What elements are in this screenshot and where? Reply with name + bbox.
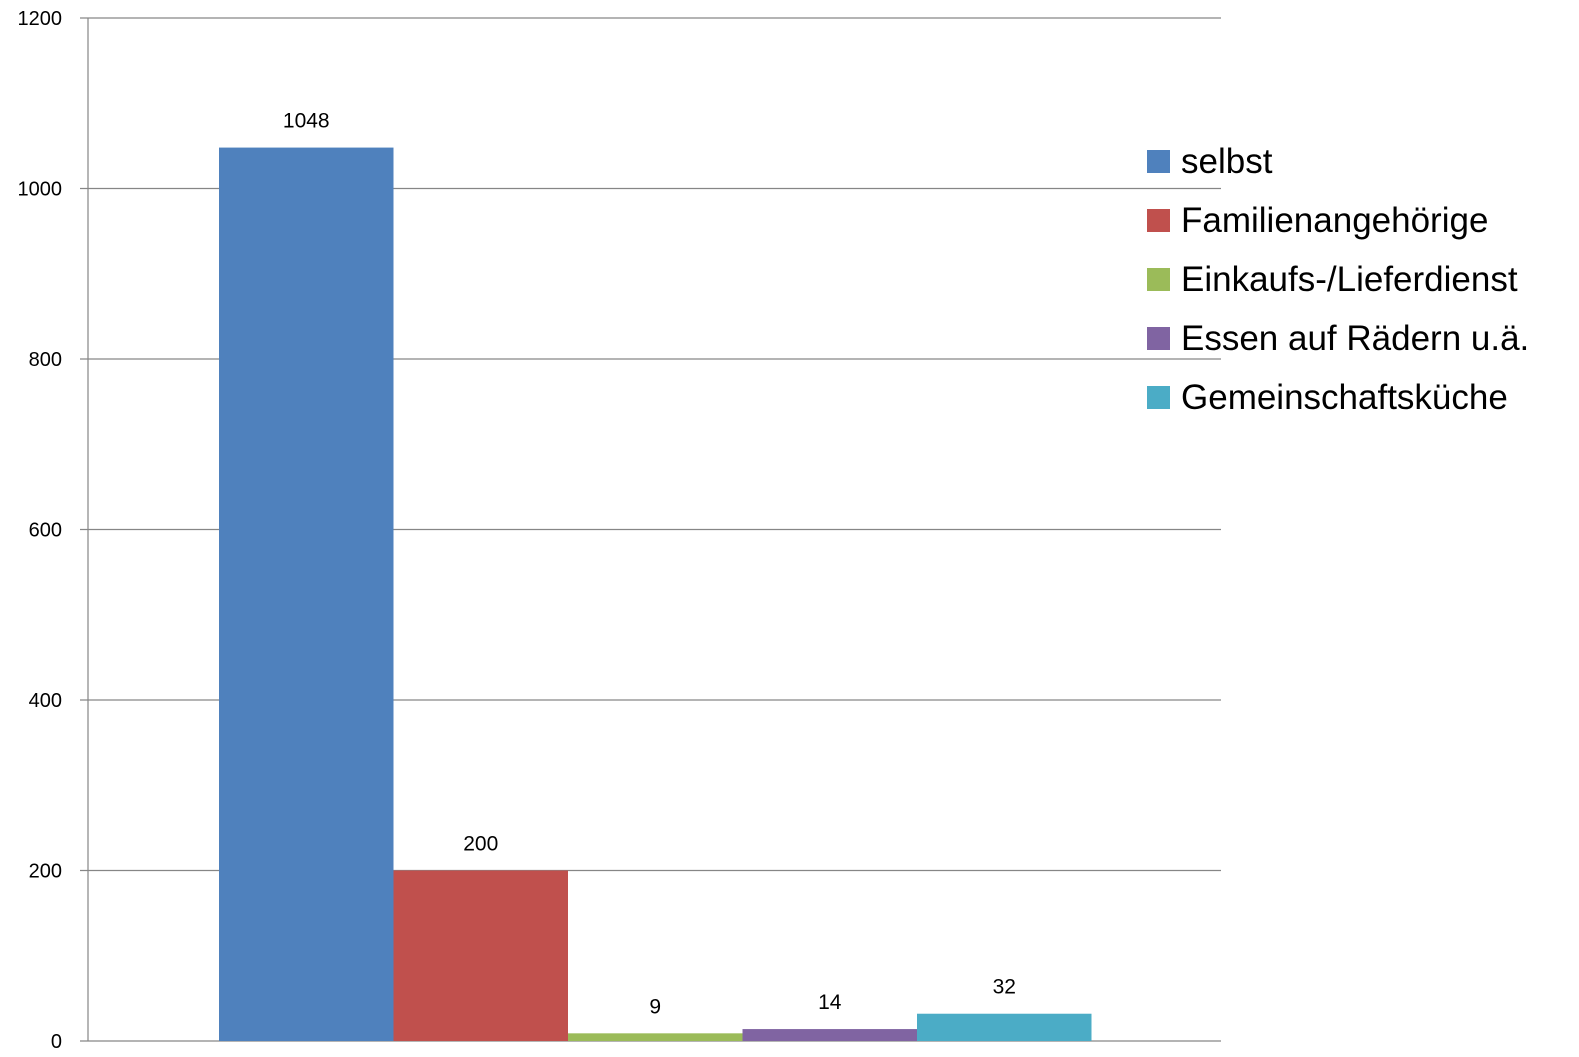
y-tick-label: 400: [29, 690, 62, 712]
legend: selbst Familienangehörige Einkaufs-/Lief…: [1147, 132, 1529, 427]
y-tick-label: 600: [29, 520, 62, 542]
bar-2: [393, 870, 568, 1041]
y-tick-label: 800: [29, 349, 62, 371]
legend-label: Familienangehörige: [1181, 200, 1489, 240]
bar-3: [568, 1033, 743, 1041]
legend-item-familienangehoerige: Familienangehörige: [1147, 191, 1529, 250]
legend-swatch: [1147, 268, 1170, 291]
bar-4: [742, 1029, 917, 1041]
legend-item-essen-auf-raedern: Essen auf Rädern u.ä.: [1147, 309, 1529, 368]
bars: [219, 147, 1092, 1041]
legend-label: selbst: [1181, 141, 1273, 181]
y-tick-label: 1000: [18, 179, 63, 201]
data-label: 9: [649, 995, 661, 1018]
data-label: 1048: [283, 110, 330, 133]
legend-label: Essen auf Rädern u.ä.: [1181, 318, 1530, 358]
data-label: 200: [463, 833, 498, 856]
legend-swatch: [1147, 209, 1170, 232]
legend-swatch: [1147, 150, 1170, 173]
y-tick-label: 1200: [18, 8, 63, 30]
data-labels: 1048 200 9 14 32: [283, 110, 1016, 1019]
legend-item-einkaufs-lieferdienst: Einkaufs-/Lieferdienst: [1147, 250, 1529, 309]
y-tick-label: 200: [29, 861, 62, 883]
legend-item-selbst: selbst: [1147, 132, 1529, 191]
legend-label: Einkaufs-/Lieferdienst: [1181, 259, 1518, 299]
legend-label: Gemeinschaftsküche: [1181, 377, 1508, 417]
legend-swatch: [1147, 327, 1170, 350]
legend-item-gemeinschaftskueche: Gemeinschaftsküche: [1147, 368, 1529, 427]
bar-5: [917, 1013, 1092, 1041]
legend-swatch: [1147, 386, 1170, 409]
y-tick-label: 0: [51, 1031, 62, 1053]
y-axis: 0 200 400 600 800 1000 1200: [18, 8, 89, 1053]
data-label: 32: [993, 976, 1016, 999]
bar-1: [219, 147, 394, 1041]
data-label: 14: [818, 991, 842, 1014]
